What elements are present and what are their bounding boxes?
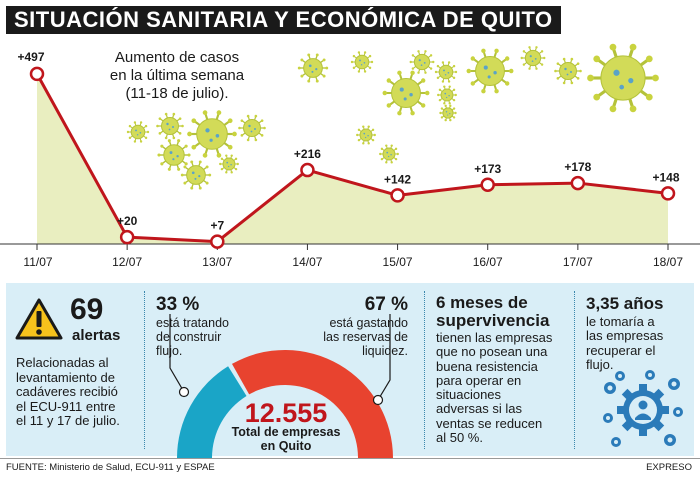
virus-decorations — [126, 43, 659, 190]
virus-icon — [437, 85, 457, 105]
gauge-left-text: está tratando de construir flujo. — [156, 316, 229, 358]
data-point — [210, 234, 225, 249]
virus-icon — [466, 48, 514, 94]
chart-title-line: Aumento de casos — [115, 49, 239, 66]
data-point — [29, 66, 45, 82]
virus-icon — [238, 114, 266, 142]
business-gauge — [169, 314, 393, 458]
x-tick-label: 17/07 — [563, 255, 593, 269]
virus-icon — [554, 57, 582, 85]
page-title: SITUACIÓN SANITARIA Y ECONÓMICA DE QUITO — [6, 6, 561, 34]
data-label: +7 — [210, 219, 224, 233]
data-point — [300, 162, 315, 178]
data-point — [390, 188, 405, 203]
footer-source: FUENTE: Ministerio de Salud, ECU-911 y E… — [6, 462, 215, 473]
x-tick-label: 11/07 — [23, 255, 52, 269]
virus-icon — [187, 110, 237, 158]
virus-icon — [297, 53, 329, 83]
gears-person-icon — [603, 370, 683, 447]
data-label: +497 — [17, 50, 44, 64]
virus-icon — [382, 70, 430, 116]
gauge-total-label: Total de empresas en Quito — [231, 425, 341, 453]
data-label: +173 — [474, 162, 501, 176]
area-fill — [37, 73, 668, 244]
recovery-heading: 3,35 años — [586, 294, 664, 313]
recovery-text: le tomaría a las empresas recuperar el f… — [586, 314, 664, 372]
data-label: +148 — [652, 170, 679, 184]
cases-chart: +497 11/07 +20 12/07 +7 13/07 +216 14/07 +142 15/… — [0, 43, 700, 269]
data-point — [570, 175, 586, 191]
x-tick-label: 15/07 — [383, 255, 413, 269]
data-point — [119, 229, 135, 245]
gauge-left-percent: 33 % — [156, 294, 200, 315]
chart-title-line: (11-18 de julio). — [125, 85, 228, 102]
warning-icon — [15, 298, 63, 340]
panel-divider — [424, 291, 425, 449]
virus-icon — [409, 50, 435, 74]
virus-icon — [434, 61, 458, 83]
virus-icon — [156, 112, 184, 140]
alerts-word: alertas — [72, 327, 121, 344]
alerts-count: 69 — [70, 293, 104, 326]
gauge-right-percent: 67 % — [364, 294, 408, 315]
x-tick-label: 13/07 — [202, 255, 232, 269]
x-tick-label: 12/07 — [112, 255, 142, 269]
footer-divider — [0, 458, 700, 459]
virus-icon — [219, 154, 239, 174]
data-label: +216 — [294, 147, 321, 161]
chart-title-line: en la última semana — [110, 67, 245, 84]
supervivencia-text: tienen las empresas que no posean una bu… — [436, 330, 553, 446]
x-tick-label: 16/07 — [473, 255, 503, 269]
gauge-segment-left — [177, 366, 247, 458]
gauge-left-dot — [178, 386, 190, 398]
x-tick-label: 18/07 — [653, 255, 683, 269]
virus-icon — [587, 43, 659, 113]
virus-icon — [126, 121, 150, 143]
virus-icon — [180, 160, 212, 190]
footer-brand: EXPRESO — [646, 462, 692, 473]
alerts-description: Relacionadas al levantamiento de cadáver… — [16, 355, 120, 429]
virus-icon — [350, 51, 374, 73]
title-bar: SITUACIÓN SANITARIA Y ECONÓMICA DE QUITO — [0, 0, 700, 34]
gauge-right-pointer — [377, 314, 391, 401]
gauge-segment-right — [231, 350, 393, 458]
data-label: +178 — [564, 160, 591, 174]
data-point — [480, 177, 495, 193]
gauge-right-dot — [372, 394, 384, 406]
virus-icon — [157, 139, 191, 171]
series-line — [35, 73, 669, 244]
gauge-left-pointer — [169, 314, 185, 393]
gauge-right-text: está gastando las reservas de liquidez. — [323, 316, 408, 358]
supervivencia-heading: 6 meses de supervivencia — [436, 293, 550, 330]
virus-icon — [520, 46, 546, 70]
gauge-total: 12.555 — [244, 398, 328, 428]
info-panel — [6, 283, 694, 456]
data-point — [660, 186, 676, 201]
panel-divider — [574, 291, 575, 449]
virus-icon — [356, 125, 376, 145]
data-label: +142 — [384, 172, 411, 186]
data-label: +20 — [117, 214, 138, 228]
panel-divider — [144, 291, 145, 449]
virus-icon — [439, 104, 457, 122]
virus-icon — [379, 144, 399, 164]
x-tick-label: 14/07 — [292, 255, 322, 269]
